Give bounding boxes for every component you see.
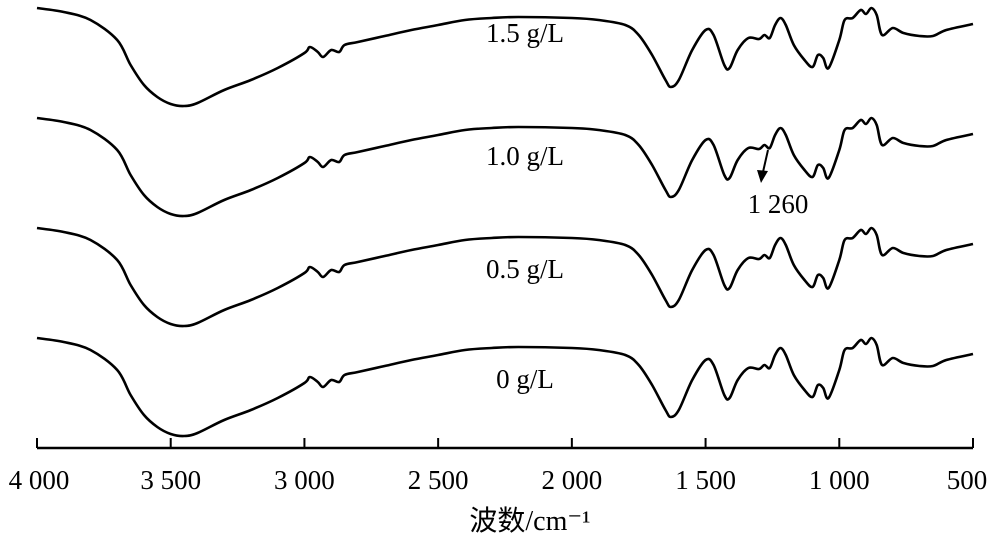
x-tick-label: 3 000 bbox=[274, 465, 335, 495]
x-tick-label: 1 000 bbox=[809, 465, 870, 495]
annotation-1260: 1 260 bbox=[748, 149, 809, 219]
x-tick-label: 2 500 bbox=[408, 465, 469, 495]
spectra-curves bbox=[36, 6, 974, 438]
spectrum-0-g-l bbox=[36, 336, 974, 438]
series-label-0-5: 0.5 g/L bbox=[486, 254, 564, 284]
annotation-arrow bbox=[762, 149, 769, 173]
spectrum-0-5-g-l bbox=[36, 226, 974, 328]
series-label-0: 0 g/L bbox=[496, 364, 554, 394]
series-labels: 1.5 g/L 1.0 g/L 0.5 g/L 0 g/L bbox=[486, 18, 564, 394]
annotation-label: 1 260 bbox=[748, 189, 809, 219]
series-label-1-5: 1.5 g/L bbox=[486, 18, 564, 48]
annotation-arrowhead bbox=[757, 170, 768, 183]
x-axis-label: 波数/cm⁻¹ bbox=[469, 505, 590, 537]
spectrum-1-5-g-l bbox=[36, 6, 974, 108]
spectrum-1-0-g-l bbox=[36, 116, 974, 218]
x-axis: 4 000 3 500 3 000 2 500 2 000 1 500 1 000 500 bbox=[9, 438, 988, 495]
x-tick-label: 4 000 bbox=[9, 465, 70, 495]
series-label-1-0: 1.0 g/L bbox=[486, 141, 564, 171]
x-tick-label: 3 500 bbox=[140, 465, 201, 495]
x-tick-label: 1 500 bbox=[675, 465, 736, 495]
x-tick-label: 500 bbox=[947, 465, 988, 495]
x-tick-label: 2 000 bbox=[541, 465, 602, 495]
